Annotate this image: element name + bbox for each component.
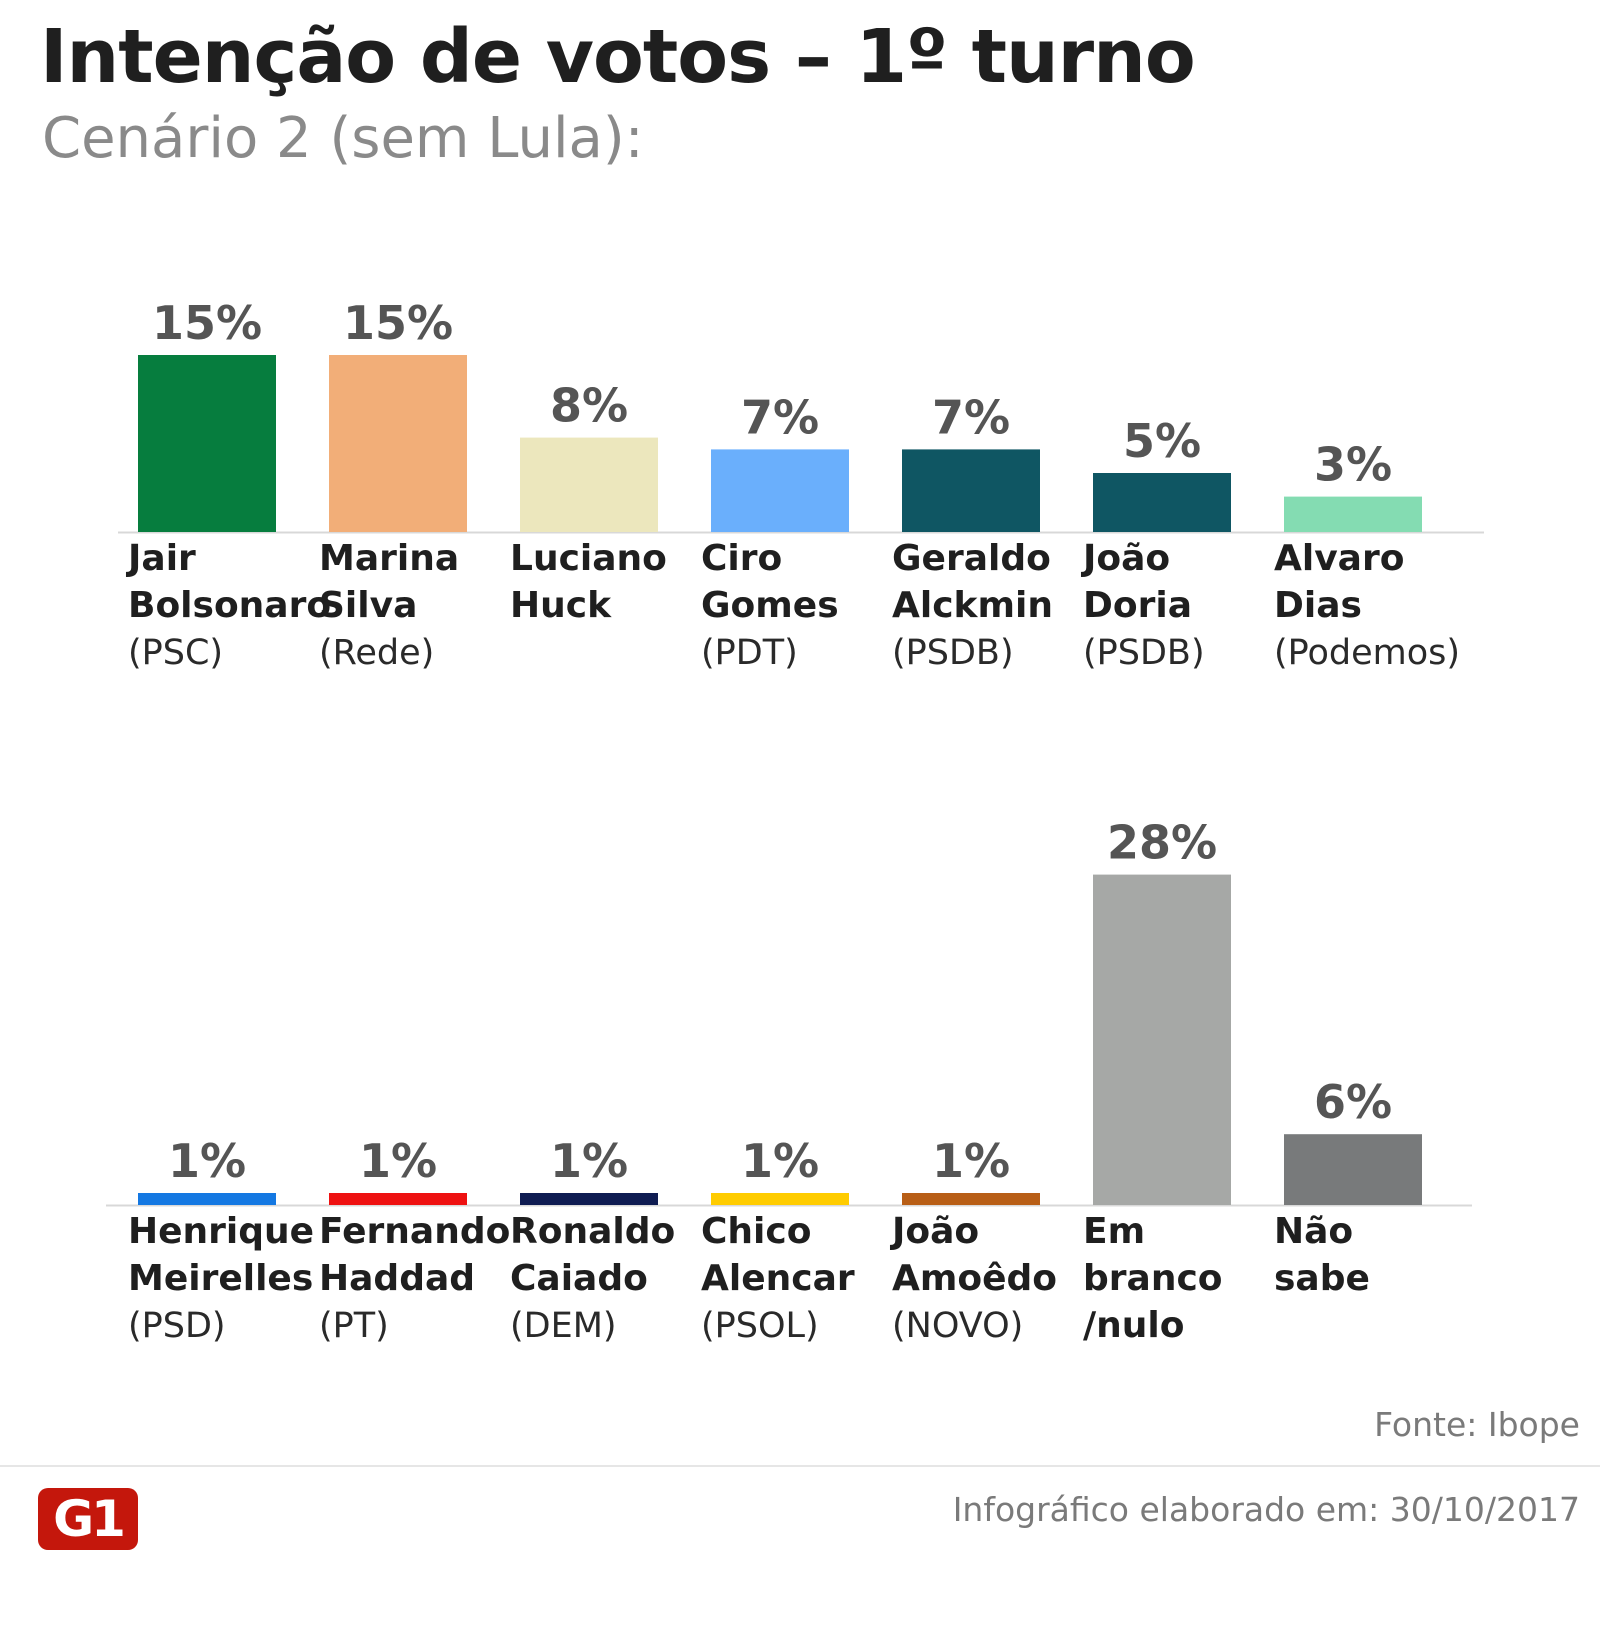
- category-label: Silva: [319, 585, 417, 626]
- category-label: João: [889, 1211, 979, 1252]
- party-label: (PSOL): [701, 1306, 819, 1346]
- bar-value-label: 7%: [741, 390, 819, 444]
- category-label: Meirelles: [128, 1258, 313, 1299]
- category-label: Doria: [1083, 585, 1192, 626]
- bar-value-label: 15%: [152, 296, 262, 350]
- category-label: branco: [1083, 1258, 1223, 1299]
- category-label: Huck: [510, 585, 612, 626]
- category-label: João: [1080, 538, 1170, 579]
- bar-value-label: 1%: [359, 1134, 437, 1188]
- party-label: (PSC): [128, 633, 223, 673]
- bar: [1284, 1134, 1422, 1205]
- category-label: Ronaldo: [510, 1211, 675, 1252]
- source-note: Fonte: Ibope: [1374, 1405, 1580, 1444]
- bar: [902, 449, 1040, 532]
- category-label: Ciro: [701, 538, 782, 579]
- party-label: (PSDB): [892, 633, 1014, 673]
- category-label: Alvaro: [1274, 538, 1404, 579]
- category-label: Dias: [1274, 585, 1362, 626]
- category-label: Caiado: [510, 1258, 648, 1299]
- party-label: (PSD): [128, 1306, 226, 1346]
- bar-value-label: 7%: [932, 390, 1010, 444]
- party-label: (PSDB): [1083, 633, 1205, 673]
- bar-value-label: 1%: [932, 1134, 1010, 1188]
- category-label: Luciano: [510, 538, 667, 579]
- bar: [1284, 496, 1422, 532]
- g1-logo: G1: [38, 1488, 138, 1550]
- category-label: Alckmin: [892, 585, 1053, 626]
- credit-note: Infográfico elaborado em: 30/10/2017: [952, 1490, 1580, 1529]
- chart-subtitle: Cenário 2 (sem Lula):: [42, 106, 644, 171]
- bar: [329, 1193, 467, 1205]
- bar-value-label: 15%: [343, 296, 453, 350]
- category-label: Geraldo: [892, 538, 1051, 579]
- bar-chart: 15% Jair Bolsonaro (PSC) 15% Marina Silva (Rede…: [106, 296, 1484, 1346]
- category-label: sabe: [1274, 1258, 1370, 1299]
- bar: [520, 437, 658, 532]
- bar: [520, 1193, 658, 1205]
- party-label: (DEM): [510, 1306, 617, 1346]
- bar-value-label: 5%: [1123, 414, 1201, 468]
- category-label: Fernando: [319, 1211, 510, 1252]
- category-label: Em: [1083, 1211, 1145, 1252]
- bar-value-label: 28%: [1107, 816, 1217, 870]
- category-label: Amoêdo: [892, 1258, 1057, 1299]
- bar: [902, 1193, 1040, 1205]
- bar: [329, 355, 467, 532]
- bar: [711, 449, 849, 532]
- bar: [711, 1193, 849, 1205]
- category-label: Gomes: [701, 585, 839, 626]
- category-label: Bolsonaro: [128, 585, 331, 626]
- party-label: (PT): [319, 1306, 389, 1346]
- category-label: Não: [1274, 1211, 1353, 1252]
- party-label: (NOVO): [892, 1306, 1023, 1346]
- footer-divider: [0, 1465, 1600, 1467]
- category-label: Jair: [125, 538, 196, 579]
- bar-value-label: 1%: [550, 1134, 628, 1188]
- category-label: Marina: [319, 538, 459, 579]
- category-label: Haddad: [319, 1258, 475, 1299]
- bar: [1093, 874, 1231, 1205]
- bar: [138, 1193, 276, 1205]
- category-label: Chico: [701, 1211, 811, 1252]
- category-label: Henrique: [128, 1211, 314, 1252]
- category-label: Alencar: [701, 1258, 855, 1299]
- bar-value-label: 8%: [550, 379, 628, 433]
- chart-title: Intenção de votos – 1º turno: [40, 14, 1196, 100]
- bar-value-label: 1%: [168, 1134, 246, 1188]
- party-label: (Podemos): [1274, 633, 1460, 673]
- bar-value-label: 1%: [741, 1134, 819, 1188]
- category-label: /nulo: [1083, 1305, 1184, 1346]
- bar: [1093, 473, 1231, 532]
- bar-value-label: 6%: [1314, 1075, 1392, 1129]
- bar-value-label: 3%: [1314, 438, 1392, 492]
- party-label: (PDT): [701, 633, 798, 673]
- bar: [138, 355, 276, 532]
- party-label: (Rede): [319, 633, 434, 673]
